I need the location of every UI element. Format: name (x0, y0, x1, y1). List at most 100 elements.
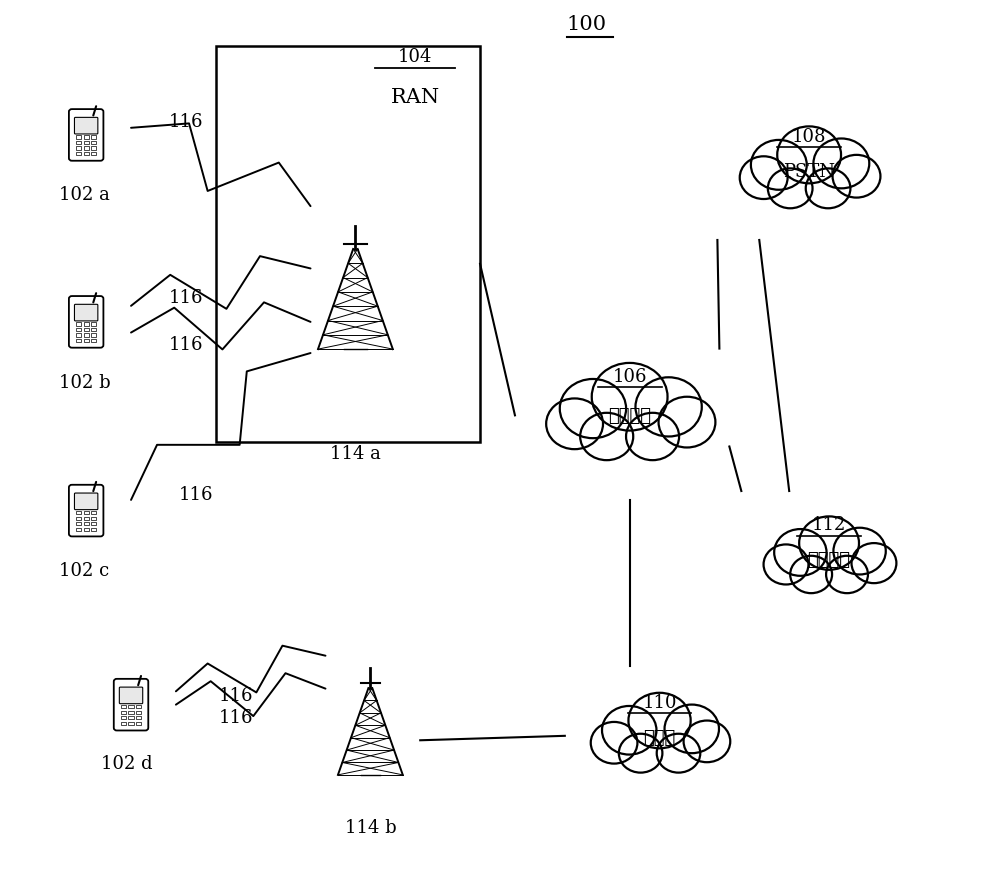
FancyBboxPatch shape (91, 339, 96, 342)
FancyBboxPatch shape (121, 716, 126, 720)
Bar (216, 46, 480, 442)
Text: RAN: RAN (391, 88, 440, 107)
FancyBboxPatch shape (91, 152, 96, 155)
FancyBboxPatch shape (91, 328, 96, 331)
Text: 104: 104 (398, 48, 432, 66)
FancyBboxPatch shape (74, 493, 98, 510)
Text: 108: 108 (792, 128, 826, 146)
FancyBboxPatch shape (84, 152, 89, 155)
FancyBboxPatch shape (121, 722, 126, 725)
FancyBboxPatch shape (119, 687, 143, 704)
FancyBboxPatch shape (84, 141, 89, 144)
Text: 116: 116 (179, 487, 213, 505)
FancyBboxPatch shape (84, 339, 89, 342)
FancyBboxPatch shape (84, 522, 89, 525)
Text: 116: 116 (218, 709, 253, 727)
Circle shape (740, 156, 788, 199)
FancyBboxPatch shape (136, 722, 141, 725)
Circle shape (684, 721, 730, 763)
FancyBboxPatch shape (76, 517, 81, 520)
FancyBboxPatch shape (76, 333, 81, 337)
FancyBboxPatch shape (128, 722, 134, 725)
Text: 116: 116 (218, 687, 253, 705)
Circle shape (852, 543, 896, 583)
FancyBboxPatch shape (69, 109, 103, 161)
Text: 116: 116 (169, 288, 203, 307)
Circle shape (546, 398, 603, 449)
FancyBboxPatch shape (84, 517, 89, 520)
Text: 116: 116 (169, 336, 203, 354)
Circle shape (799, 516, 859, 570)
Circle shape (580, 413, 633, 460)
FancyBboxPatch shape (84, 528, 89, 531)
FancyBboxPatch shape (76, 136, 81, 138)
FancyBboxPatch shape (91, 511, 96, 514)
FancyBboxPatch shape (136, 716, 141, 720)
FancyBboxPatch shape (76, 522, 81, 525)
Circle shape (659, 396, 715, 447)
Circle shape (777, 127, 841, 183)
FancyBboxPatch shape (76, 322, 81, 326)
Text: 110: 110 (642, 694, 677, 712)
FancyBboxPatch shape (91, 141, 96, 144)
FancyBboxPatch shape (91, 136, 96, 138)
Circle shape (592, 363, 668, 430)
FancyBboxPatch shape (757, 185, 861, 203)
FancyBboxPatch shape (84, 146, 89, 150)
Circle shape (806, 169, 850, 208)
Circle shape (619, 734, 662, 772)
Circle shape (803, 534, 855, 581)
FancyBboxPatch shape (84, 136, 89, 138)
FancyBboxPatch shape (91, 517, 96, 520)
FancyBboxPatch shape (76, 528, 81, 531)
FancyBboxPatch shape (128, 711, 134, 714)
Circle shape (751, 140, 807, 189)
Circle shape (626, 413, 679, 460)
Text: PSTN: PSTN (783, 163, 835, 181)
Circle shape (833, 154, 880, 197)
Circle shape (774, 529, 827, 576)
Circle shape (596, 386, 663, 445)
FancyBboxPatch shape (76, 511, 81, 514)
FancyBboxPatch shape (136, 705, 141, 708)
Text: 因特网: 因特网 (643, 729, 676, 747)
Circle shape (826, 555, 868, 593)
FancyBboxPatch shape (121, 711, 126, 714)
Circle shape (781, 146, 837, 196)
Circle shape (632, 712, 687, 760)
FancyBboxPatch shape (69, 485, 103, 537)
FancyBboxPatch shape (128, 705, 134, 708)
FancyBboxPatch shape (91, 333, 96, 337)
Text: 112: 112 (812, 516, 846, 534)
Text: 114 a: 114 a (330, 445, 381, 463)
Circle shape (628, 693, 691, 748)
FancyBboxPatch shape (76, 141, 81, 144)
FancyBboxPatch shape (121, 705, 126, 708)
Text: 100: 100 (567, 15, 607, 34)
FancyBboxPatch shape (74, 117, 98, 134)
Text: 102 d: 102 d (101, 755, 153, 773)
FancyBboxPatch shape (128, 716, 134, 720)
Text: 116: 116 (169, 113, 203, 130)
FancyBboxPatch shape (84, 511, 89, 514)
Text: 核心网络: 核心网络 (608, 407, 651, 425)
Circle shape (560, 379, 626, 438)
FancyBboxPatch shape (76, 328, 81, 331)
Circle shape (635, 377, 702, 437)
FancyBboxPatch shape (607, 750, 712, 767)
Circle shape (790, 555, 832, 593)
Circle shape (768, 169, 813, 208)
FancyBboxPatch shape (84, 322, 89, 326)
Circle shape (833, 528, 886, 574)
Text: 102 a: 102 a (59, 186, 110, 204)
Circle shape (657, 734, 700, 772)
Text: 其他网络: 其他网络 (808, 551, 851, 569)
Circle shape (813, 138, 869, 188)
Circle shape (764, 545, 808, 585)
FancyBboxPatch shape (74, 305, 98, 321)
FancyBboxPatch shape (76, 146, 81, 150)
FancyBboxPatch shape (84, 333, 89, 337)
FancyBboxPatch shape (84, 328, 89, 331)
FancyBboxPatch shape (780, 572, 878, 588)
Circle shape (602, 706, 656, 755)
